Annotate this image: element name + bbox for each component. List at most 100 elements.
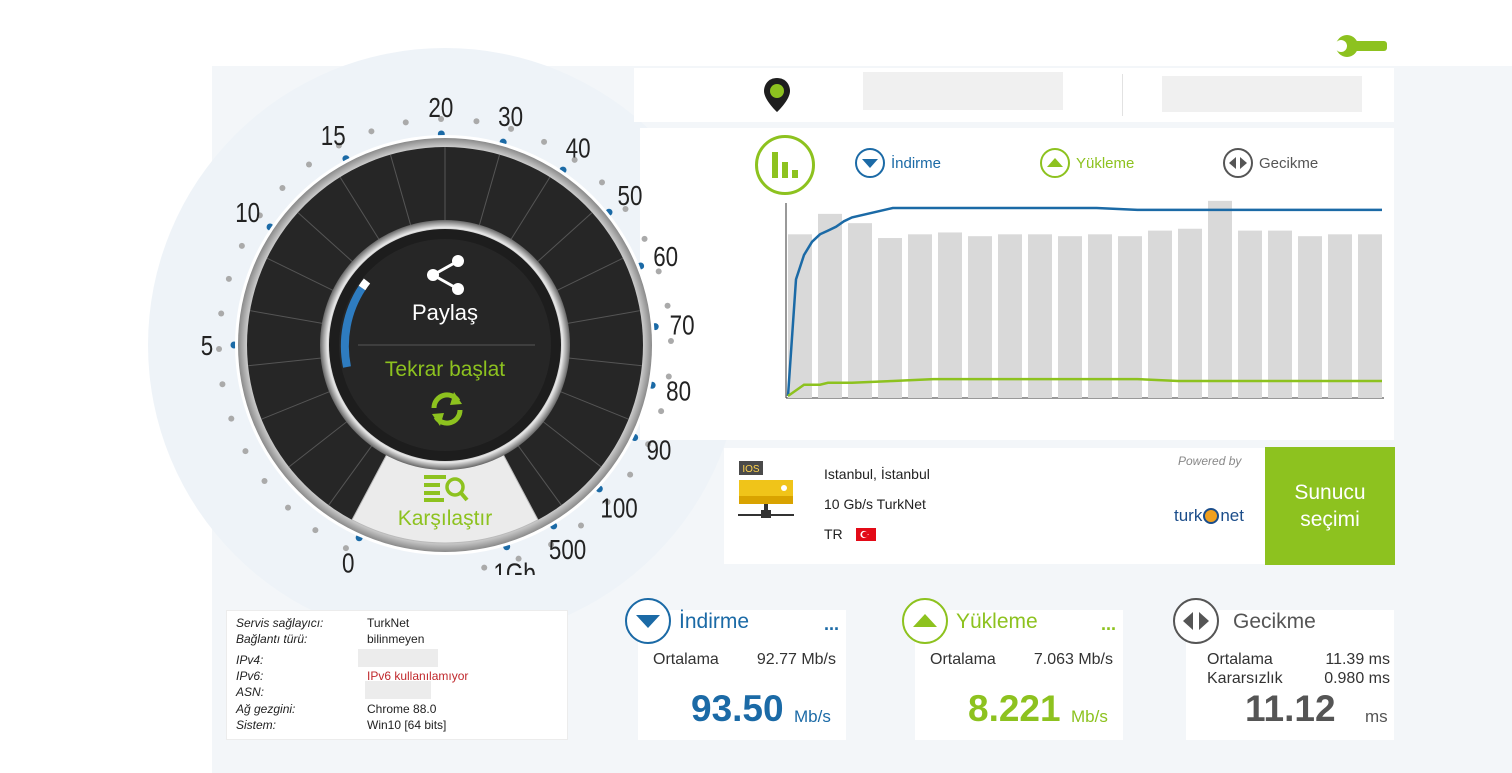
gauge-segment-line — [562, 356, 642, 367]
chart-bar — [1238, 230, 1262, 398]
gauge-segment-line — [561, 310, 641, 326]
latency-title: Gecikme — [1233, 610, 1316, 633]
gauge-segment-line — [248, 356, 328, 367]
download-unit: Mb/s — [794, 707, 831, 726]
download-card: İndirme ... Ortalama 92.77 Mb/s 93.50 Mb… — [638, 610, 846, 740]
gauge-tick-dot — [216, 345, 223, 352]
gauge-tick-dot — [641, 235, 648, 242]
share-icon[interactable] — [424, 253, 468, 297]
bar-chart-icon — [772, 152, 798, 178]
latency-unit: ms — [1365, 707, 1388, 726]
gauge-tick-dot — [335, 142, 342, 149]
location-pin-icon — [764, 78, 790, 112]
turknet-logo: turk net — [1174, 506, 1244, 526]
logo-right: net — [1220, 506, 1244, 525]
gauge-tick-dot — [598, 179, 605, 186]
gauge-tick-label: 500 — [549, 535, 586, 566]
gauge-tick-dot — [256, 212, 263, 219]
chart-bar — [1208, 200, 1232, 398]
info-key: Sistem: — [236, 718, 277, 732]
gauge-tick-label: 1Gb — [493, 558, 535, 575]
upload-unit: Mb/s — [1071, 707, 1108, 726]
upload-value: 8.221 — [968, 688, 1061, 729]
gauge-segment-line — [389, 154, 413, 232]
gauge-tick-label: 80 — [666, 376, 691, 407]
restart-button[interactable]: Tekrar başlat — [384, 358, 506, 381]
gauge-tick-label: 70 — [670, 310, 695, 341]
upload-series-line — [787, 377, 1382, 398]
gauge-tick-dot — [627, 471, 634, 478]
ipv4-redacted — [358, 649, 438, 667]
download-avg-label: Ortalama — [653, 651, 719, 668]
divider — [1122, 74, 1123, 116]
gauge-tick-dot — [571, 156, 578, 163]
logo-globe-icon — [1203, 508, 1220, 524]
legend-download-label: İndirme — [891, 154, 942, 172]
gauge-tick-label: 15 — [321, 121, 346, 152]
gauge-tick-dot — [665, 373, 672, 380]
info-value: bilinmeyen — [367, 632, 425, 646]
download-series-line — [786, 206, 1382, 397]
legend-upload[interactable]: Yükleme — [1040, 148, 1134, 178]
server-city: Istanbul, İstanbul — [824, 466, 930, 482]
upload-card: Yükleme ... Ortalama 7.063 Mb/s 8.221 Mb… — [915, 610, 1123, 740]
gauge-tick-dot — [515, 555, 522, 562]
chart-type-toggle[interactable] — [755, 135, 815, 195]
download-avg-value: 92.77 Mb/s — [756, 651, 836, 668]
info-key: Bağlantı türü: — [236, 632, 308, 646]
refresh-icon[interactable] — [426, 388, 468, 430]
info-key: IPv4: — [236, 653, 264, 667]
upload-avg-value: 7.063 Mb/s — [1033, 651, 1113, 668]
gauge-tick-dot — [218, 310, 225, 317]
info-key: IPv6: — [236, 669, 264, 683]
settings-wrench-icon[interactable] — [1333, 32, 1389, 62]
asn-redacted — [365, 681, 431, 699]
server-badge: IOS — [742, 464, 760, 475]
gauge-segment-line — [339, 176, 383, 246]
speed-chart — [785, 200, 1384, 399]
gauge-tick-dot — [219, 381, 226, 388]
upload-more-button[interactable]: ... — [1101, 614, 1117, 634]
gauge-tick-dot — [508, 125, 515, 132]
latency-badge-icon — [1173, 598, 1219, 644]
info-key: Ağ gezgini: — [236, 702, 296, 716]
upload-avg-label: Ortalama — [930, 651, 996, 668]
legend-download[interactable]: İndirme — [855, 148, 941, 178]
gauge-tick-dot — [279, 185, 286, 192]
gauge-tick-dot — [645, 441, 652, 448]
share-button[interactable]: Paylaş — [411, 300, 479, 325]
server-select-button[interactable]: Sunucu seçimi — [1265, 447, 1395, 565]
server-select-label: Sunucu seçimi — [1294, 481, 1366, 531]
compare-button[interactable]: Karşılaştır — [397, 507, 493, 530]
gauge-tick-dot — [402, 119, 409, 126]
speed-gauge: 0 5 10 15 20 30 40 50 60 70 80 90 100 500 1Gb — [201, 95, 695, 575]
gauge-segment-line — [550, 257, 624, 294]
gauge-tick-dot — [473, 118, 480, 125]
legend-latency[interactable]: Gecikme — [1223, 148, 1318, 178]
latency-icon — [1223, 148, 1253, 178]
gauge-segment-line — [328, 440, 377, 506]
download-more-button[interactable]: ... — [824, 614, 840, 634]
gauge-tick-dot — [438, 116, 445, 123]
gauge-tick-dot — [548, 541, 555, 548]
gauge-tick-label: 40 — [566, 133, 591, 164]
download-badge-icon — [625, 598, 671, 644]
latency-avg-value: 11.39 ms — [1325, 651, 1390, 668]
gauge-segment-line — [537, 417, 602, 468]
gauge-tick-dot — [228, 415, 235, 422]
info-key: ASN: — [236, 685, 265, 699]
chart-bar — [1118, 236, 1142, 398]
gauge-segment-line — [554, 388, 629, 420]
gauge-tick-label: 60 — [653, 242, 678, 273]
info-value: Chrome 88.0 — [367, 702, 437, 716]
gauge-tick-dot — [655, 268, 662, 275]
chart-bar — [938, 232, 962, 398]
chart-bar — [1358, 234, 1382, 398]
latency-jitter-label: Kararsızlık — [1207, 670, 1283, 687]
compare-icon[interactable] — [423, 473, 469, 503]
gauge-tick-dot — [604, 498, 611, 505]
download-value: 93.50 — [691, 688, 784, 729]
gauge-tick-dot — [225, 275, 232, 282]
chart-bar — [1148, 230, 1172, 398]
server-country: TR — [824, 526, 843, 542]
